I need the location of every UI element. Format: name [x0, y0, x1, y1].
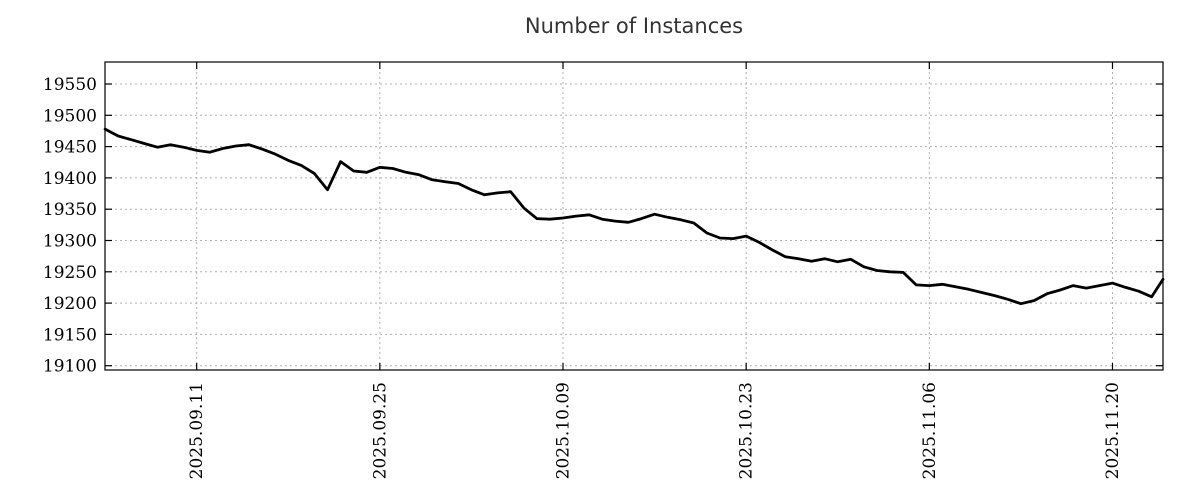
y-tick-label: 19550: [43, 75, 97, 95]
label-layer: 19550 19500 19450 19400 19350 19300 19250 19200…: [43, 75, 1123, 479]
y-tick-label: 19500: [43, 106, 97, 126]
grid-layer: [105, 62, 1163, 370]
y-tick-label: 19350: [43, 200, 97, 220]
axis-layer: [104, 61, 1164, 371]
y-tick-label: 19250: [43, 263, 97, 283]
x-tick-label: 2025.10.23: [737, 382, 757, 479]
y-tick-label: 19150: [43, 325, 97, 345]
x-tick-label: 2025.09.25: [370, 382, 390, 479]
x-tick-label: 2025.09.11: [187, 382, 207, 479]
y-tick-label: 19100: [43, 357, 97, 377]
plot-border: [104, 61, 1164, 371]
y-tick-label: 19450: [43, 138, 97, 158]
series-layer: [103, 127, 1165, 306]
series-line-instances: [103, 127, 1165, 306]
chart-title: Number of Instances: [525, 14, 743, 38]
y-tick-label: 19400: [43, 169, 97, 189]
y-tick-label: 19300: [43, 232, 97, 252]
x-tick-label: 2025.10.09: [554, 382, 574, 479]
y-tick-label: 19200: [43, 294, 97, 314]
x-tick-label: 2025.11.20: [1103, 382, 1123, 479]
x-tick-label: 2025.11.06: [920, 382, 940, 479]
